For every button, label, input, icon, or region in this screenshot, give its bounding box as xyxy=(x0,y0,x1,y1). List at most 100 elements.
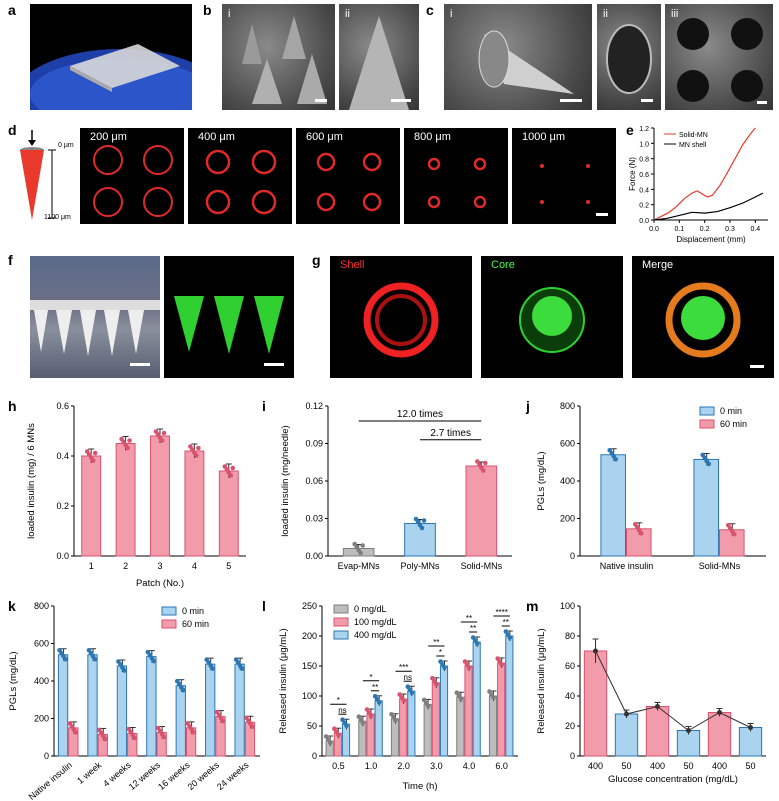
bar xyxy=(614,713,639,757)
bar xyxy=(57,654,69,757)
depth-label: 200 μm xyxy=(90,131,127,143)
bar xyxy=(150,435,170,557)
y-tick-label: 400 xyxy=(34,676,49,686)
y-tick-label: 150 xyxy=(302,661,317,671)
scale-bar xyxy=(315,99,327,102)
legend-swatch xyxy=(333,630,349,640)
x-axis-label: Time (h) xyxy=(402,781,437,792)
bar xyxy=(234,663,245,757)
y-tick-label: 0.6 xyxy=(639,172,649,179)
annotation: 12.0 times xyxy=(397,409,443,420)
data-point xyxy=(228,473,234,478)
data-point xyxy=(127,438,132,443)
panel-label-h: h xyxy=(8,398,17,414)
y-tick-label: 100 xyxy=(302,691,317,701)
legend-swatch xyxy=(699,419,715,429)
depth-label: 400 μm xyxy=(198,131,235,143)
y-tick-label: 0.0 xyxy=(639,218,649,225)
sem-image-b-i: i xyxy=(222,4,335,110)
depth-slice-600: 600 μm xyxy=(296,128,400,224)
subpanel-tag: ii xyxy=(603,8,608,20)
y-tick-label: 800 xyxy=(34,601,49,611)
shell-fluorescence: Shell xyxy=(330,256,472,378)
subpanel-tag: ii xyxy=(345,8,350,20)
x-tick-label: 4 xyxy=(192,561,197,571)
legend-label: 0 min xyxy=(182,606,204,616)
data-point xyxy=(748,725,753,730)
x-axis-label: Patch (No.) xyxy=(136,578,184,589)
legend-label: MN shell xyxy=(679,142,707,149)
trend-line xyxy=(595,650,751,732)
data-point xyxy=(483,460,488,466)
data-point xyxy=(250,724,255,730)
chart-released-insulin-time: 0 50 100 150 200 250 Released insulin (μg/mL) T… xyxy=(278,601,518,792)
data-point xyxy=(90,458,96,463)
data-point xyxy=(368,713,374,718)
data-point xyxy=(706,461,712,467)
bar xyxy=(116,665,128,757)
data-point xyxy=(466,665,472,670)
sem-image-b-ii: ii xyxy=(339,4,419,110)
data-point xyxy=(161,430,167,436)
x-axis-label: Displacement (mm) xyxy=(676,235,746,244)
x-tick-label: 1 week xyxy=(75,760,104,786)
legend-label: 60 min xyxy=(182,619,209,629)
data-point xyxy=(196,445,201,451)
bar xyxy=(175,685,186,757)
legend-swatch xyxy=(161,619,177,629)
y-tick-label: 0 xyxy=(570,751,575,761)
depth-slice-800: 800 μm xyxy=(404,128,508,224)
data-point xyxy=(409,690,415,695)
y-tick-label: 0.2 xyxy=(56,501,69,511)
data-point xyxy=(220,718,226,724)
chart-pgls-j: 0 200 400 600 800 PGLs (mg/dL) Native insulin S… xyxy=(536,401,766,571)
merge-label: Merge xyxy=(642,259,674,271)
scale-bar xyxy=(596,213,608,216)
chart-loaded-insulin-patch: 0.0 0.2 0.4 0.6 loaded insulin (mg) / 6 MNs P… xyxy=(26,401,246,589)
depth-top-label: 0 μm xyxy=(58,142,74,149)
y-tick-label: 0 xyxy=(312,751,317,761)
bar xyxy=(719,529,745,557)
bar xyxy=(497,662,506,757)
data-point xyxy=(717,710,722,715)
y-axis-label: PGLs (mg/dL) xyxy=(536,451,547,510)
x-tick-label: Solid-MNs xyxy=(461,561,503,571)
y-axis-label: loaded insulin (mg/needle) xyxy=(280,425,291,536)
panel-label-j: j xyxy=(526,398,530,414)
y-axis-label: Force (N) xyxy=(628,157,637,191)
data-point xyxy=(638,531,644,536)
sig-label: * xyxy=(369,673,372,682)
y-tick-label: 0.0 xyxy=(56,551,69,561)
y-tick-label: 400 xyxy=(560,476,575,486)
legend-label: 60 min xyxy=(720,419,747,429)
bar xyxy=(184,450,205,557)
y-tick-label: 800 xyxy=(560,401,575,411)
x-axis-label: Glucose concentration (mg/dL) xyxy=(608,774,738,785)
panel-label-m: m xyxy=(526,598,539,614)
data-point xyxy=(458,696,464,701)
data-point xyxy=(686,728,691,733)
data-point xyxy=(159,438,165,443)
data-point xyxy=(180,687,186,693)
data-point xyxy=(655,704,660,709)
y-tick-label: 250 xyxy=(302,601,317,611)
bar xyxy=(146,656,157,757)
y-tick-label: 0.2 xyxy=(639,203,649,210)
shell-label: Shell xyxy=(340,259,365,271)
y-tick-label: 0.8 xyxy=(639,157,649,164)
sem-image-c-iii: iii xyxy=(665,4,773,110)
data-point xyxy=(122,668,127,673)
bar xyxy=(399,698,408,757)
y-tick-label: 0.4 xyxy=(56,451,69,461)
sem-image-c-i: i xyxy=(444,4,592,110)
bar xyxy=(465,465,498,557)
bar xyxy=(423,703,432,757)
y-tick-label: 0 xyxy=(44,751,49,761)
x-tick-label: Evap-MNs xyxy=(338,561,381,571)
data-point xyxy=(499,662,504,667)
data-point xyxy=(376,700,382,705)
data-point xyxy=(419,525,425,531)
data-point xyxy=(360,720,366,725)
legend-label: 0 mg/dL xyxy=(354,604,387,614)
sig-label: ns xyxy=(338,706,346,715)
